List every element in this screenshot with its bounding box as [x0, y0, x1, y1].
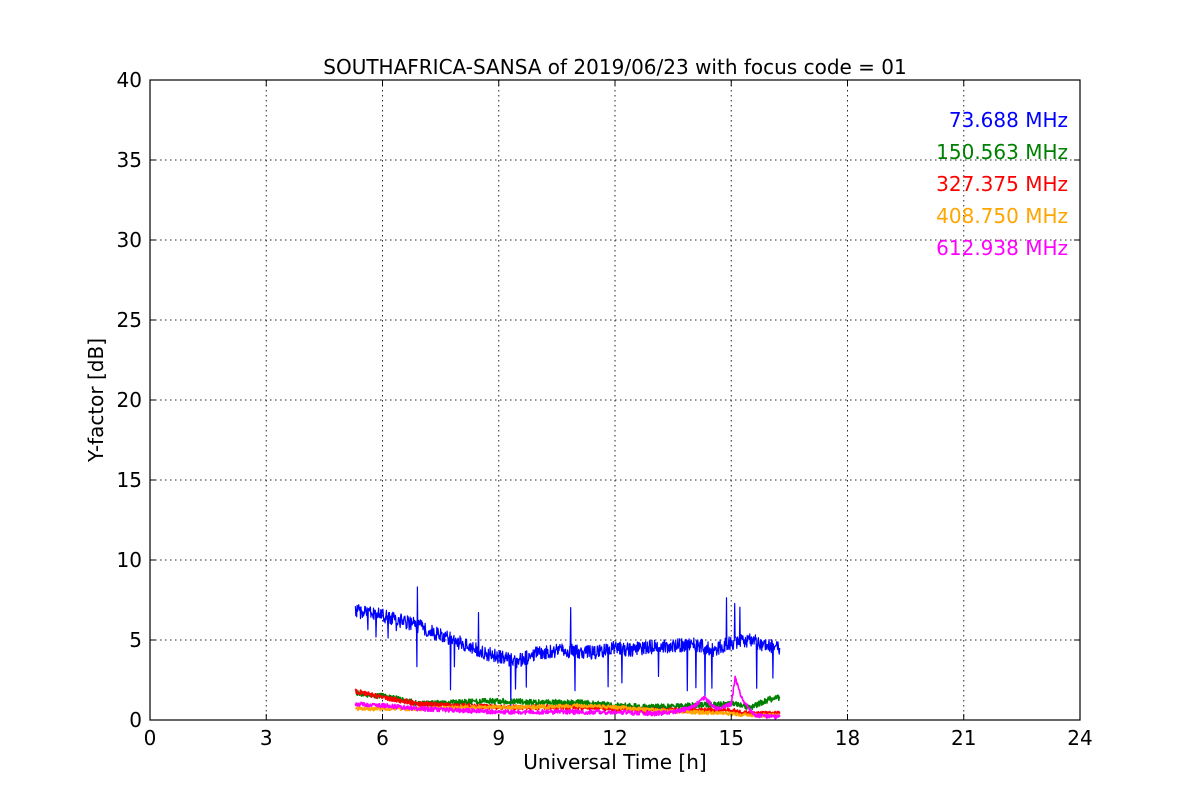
grid-layer	[150, 80, 1080, 720]
y-tick-label: 5	[129, 628, 142, 652]
series-layer	[354, 586, 781, 720]
series-line-5	[354, 675, 781, 720]
y-tick-label: 35	[117, 148, 142, 172]
y-tick-label: 40	[117, 68, 142, 92]
series-line-1	[354, 586, 781, 709]
y-tick-label: 15	[117, 468, 142, 492]
y-tick-label: 20	[117, 388, 142, 412]
x-tick-label: 12	[602, 726, 627, 750]
legend-entry: 73.688 MHz	[949, 108, 1068, 132]
y-axis-label: Y-factor [dB]	[84, 338, 108, 463]
x-tick-label: 24	[1067, 726, 1092, 750]
x-tick-label: 3	[260, 726, 273, 750]
y-tick-label: 30	[117, 228, 142, 252]
legend-entry: 612.938 MHz	[936, 236, 1068, 260]
x-tick-label: 6	[376, 726, 389, 750]
legend-entry: 150.563 MHz	[936, 140, 1068, 164]
legend-entry: 408.750 MHz	[936, 204, 1068, 228]
x-tick-label: 21	[951, 726, 976, 750]
x-tick-label: 0	[144, 726, 157, 750]
x-tick-label: 9	[492, 726, 505, 750]
y-tick-label: 25	[117, 308, 142, 332]
tick-layer: 0 3 6 9 12 15 18 21 24 0 5 10 15 20 25 30 35 40	[117, 68, 1093, 750]
chart-title: SOUTHAFRICA-SANSA of 2019/06/23 with foc…	[323, 55, 907, 79]
legend: 73.688 MHz 150.563 MHz 327.375 MHz 408.750 …	[936, 108, 1068, 260]
x-tick-label: 15	[719, 726, 744, 750]
legend-entry: 327.375 MHz	[936, 172, 1068, 196]
y-tick-label: 10	[117, 548, 142, 572]
x-tick-label: 18	[835, 726, 860, 750]
y-tick-label: 0	[129, 708, 142, 732]
x-axis-label: Universal Time [h]	[523, 750, 706, 774]
